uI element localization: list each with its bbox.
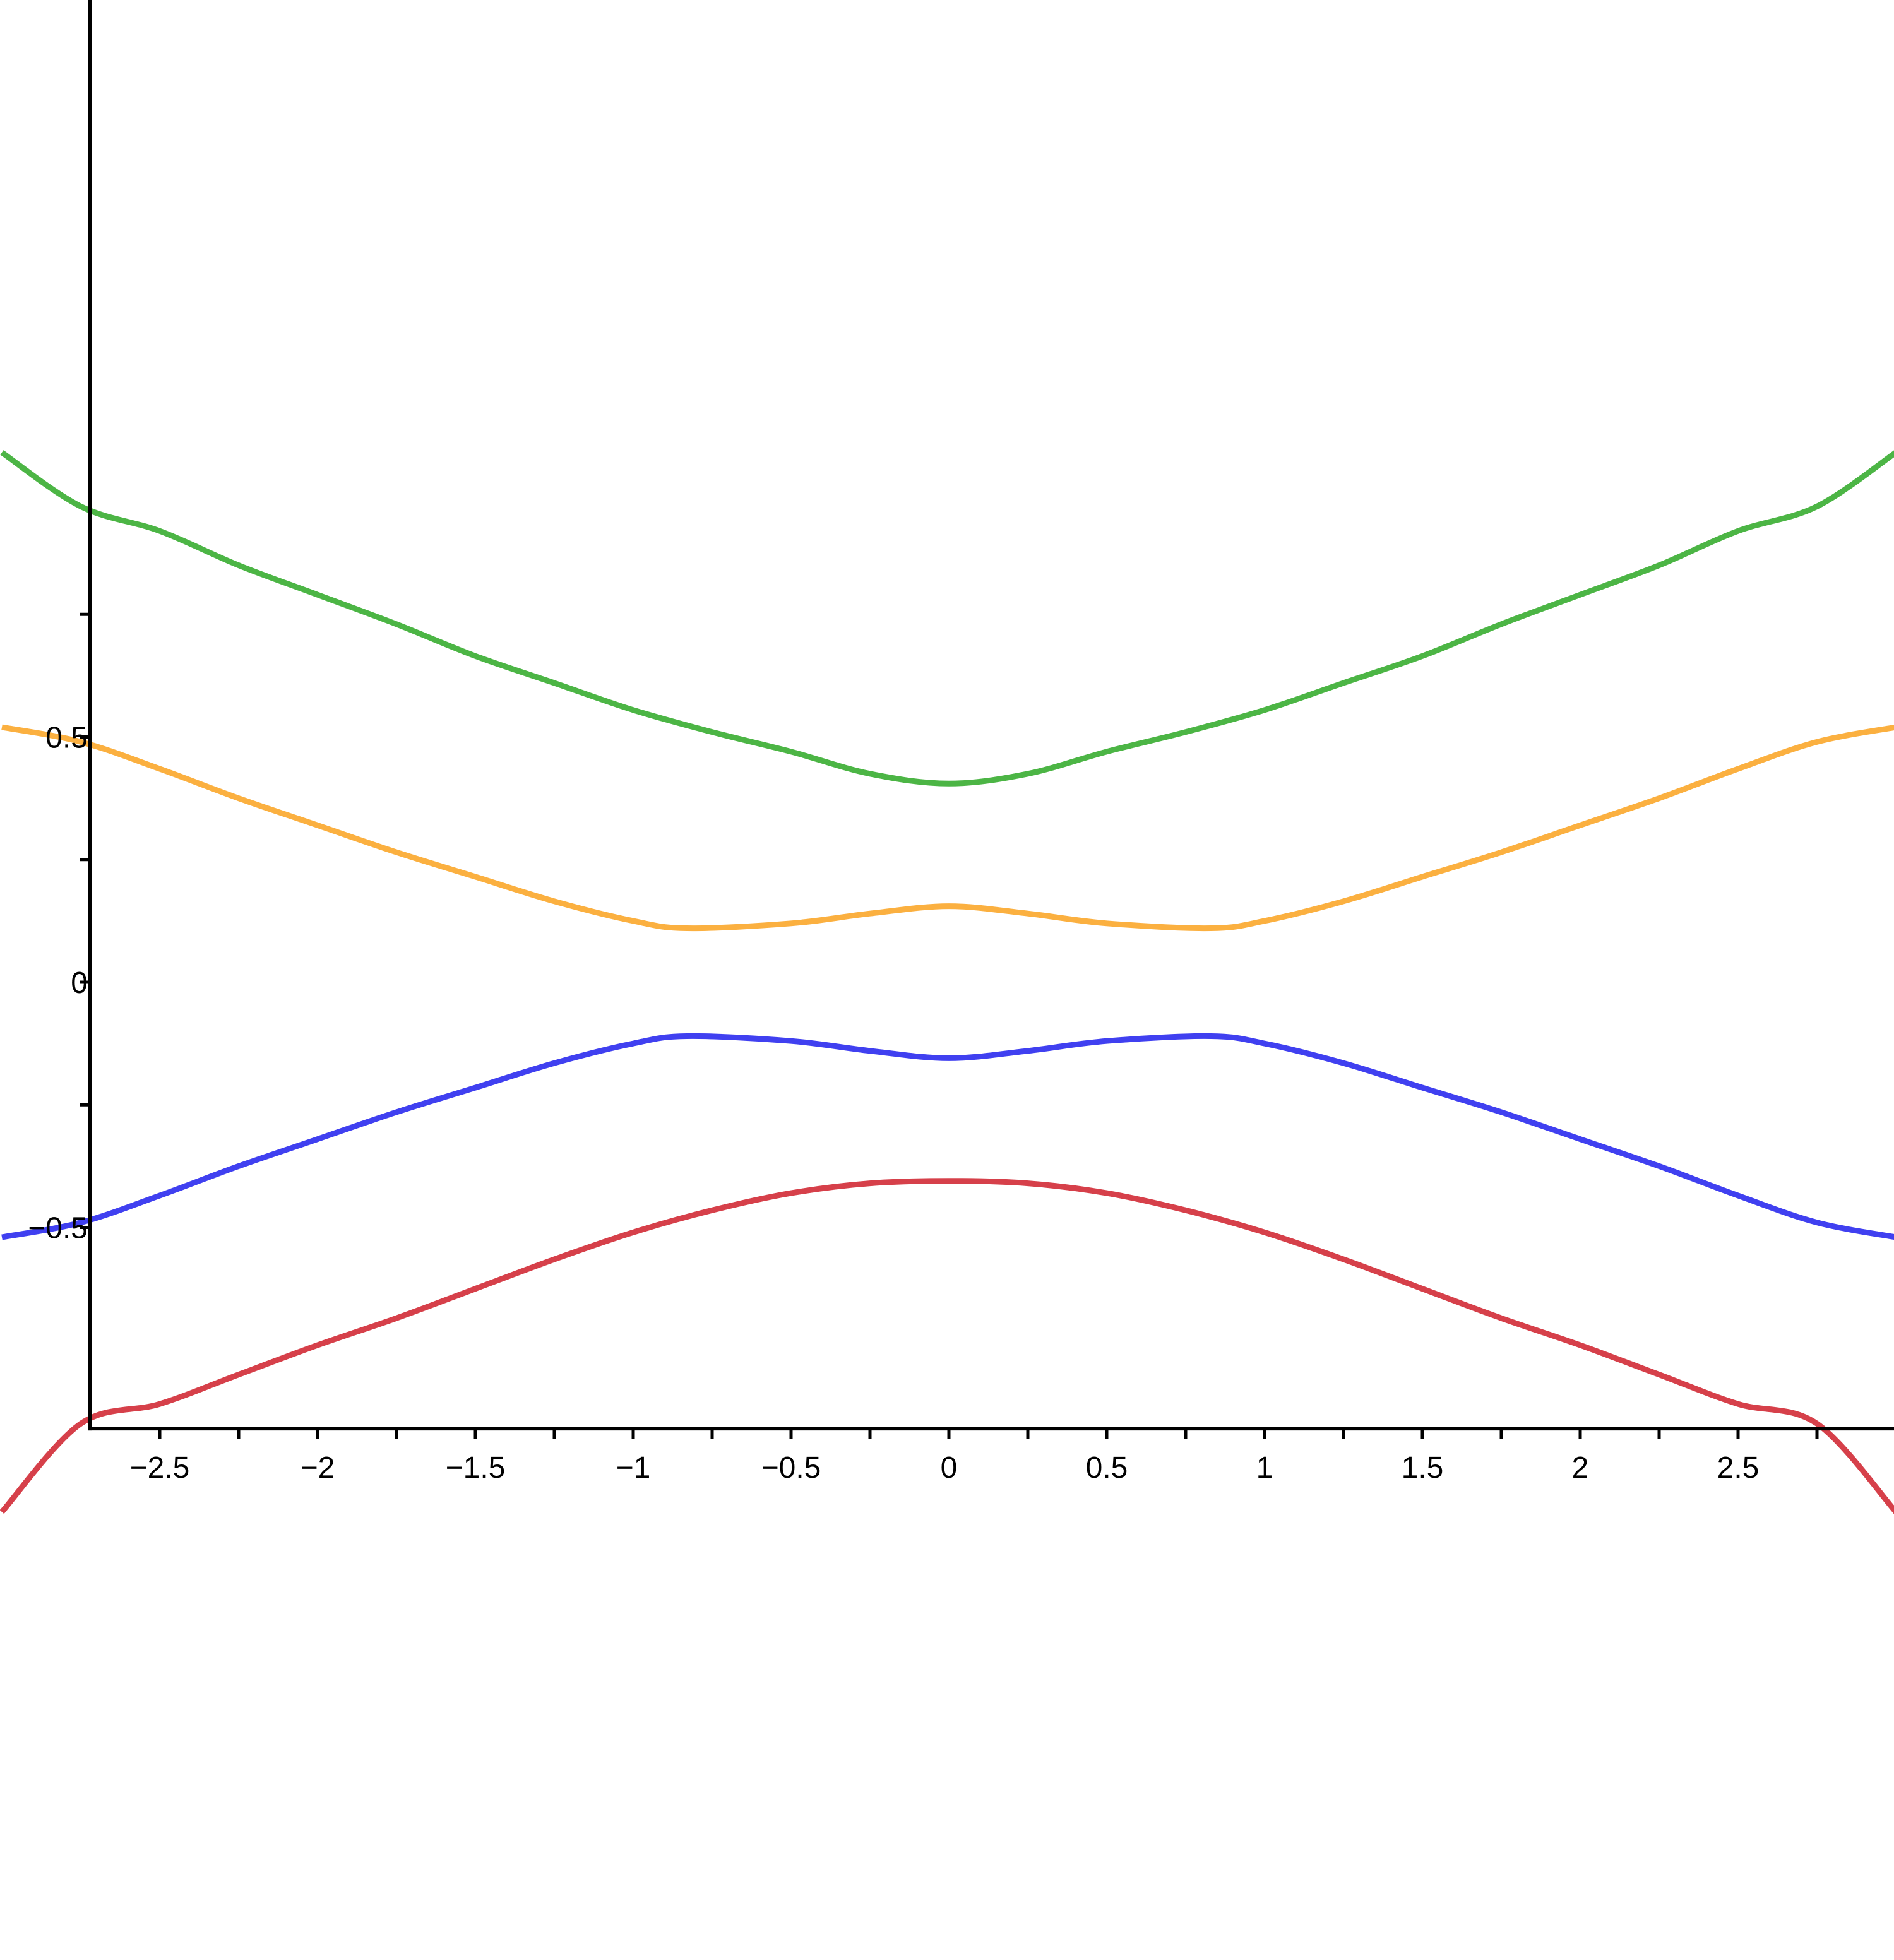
tick-labels-layer: −2.5 −2 −1.5 −1 −0.5 0 0.5 1 1.5 2 2.5 −0.5 0 0.5	[28, 722, 1759, 1485]
x-tick-label: −0.5	[761, 1451, 821, 1485]
y-tick-label: 0.5	[45, 722, 88, 755]
x-tick-label: −1.5	[446, 1451, 506, 1485]
series-3-line	[1, 1033, 1894, 1240]
series-1-line	[0, 450, 1894, 787]
x-tick-label: 1.5	[1402, 1451, 1444, 1485]
x-tick-label: 1	[1256, 1451, 1273, 1485]
x-tick-label: −2	[301, 1451, 335, 1485]
x-tick-label: 2	[1572, 1451, 1589, 1485]
x-tick-label: 2.5	[1717, 1451, 1760, 1485]
axes-layer	[88, 0, 1894, 1431]
x-tick-label: −1	[616, 1451, 651, 1485]
series-2-line	[1, 724, 1894, 932]
y-tick-label: −0.5	[28, 1212, 88, 1245]
x-tick-label: 0	[941, 1451, 958, 1485]
x-tick-label: 0.5	[1086, 1451, 1128, 1485]
x-tick-label: −2.5	[130, 1451, 190, 1485]
ticks-layer	[80, 612, 1819, 1439]
y-tick-label: 0	[71, 966, 88, 1000]
curves-layer	[0, 450, 1894, 1514]
series-4-line	[0, 1178, 1894, 1514]
